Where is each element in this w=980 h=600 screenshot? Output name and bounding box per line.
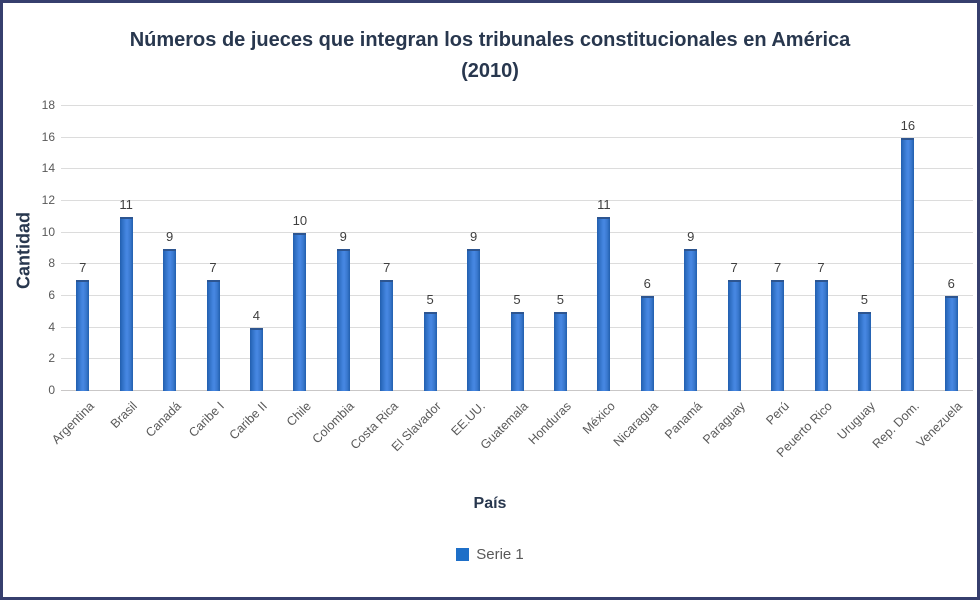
data-label-peuerto-rico: 7: [817, 260, 825, 276]
category-label-peuerto-rico: Peuerto Rico: [773, 399, 835, 460]
category-label-panama: Panamá: [661, 399, 705, 442]
data-label-ee-uu: 9: [469, 228, 478, 244]
bar-uruguay: [857, 311, 871, 391]
y-tick-label-10: 10: [41, 224, 55, 239]
data-label-brasil: 11: [119, 196, 133, 212]
chart-title: Números de jueces que integran los tribu…: [43, 25, 937, 87]
bar-venezuela: [944, 296, 958, 391]
data-label-honduras: 5: [556, 291, 565, 307]
data-label-rep-dom: 16: [900, 117, 916, 133]
category-label-paraguay: Paraguay: [700, 399, 749, 447]
data-label-costa-rica: 7: [383, 260, 391, 276]
data-label-mexico: 11: [597, 196, 611, 212]
bar-caribe-ii: [249, 327, 263, 391]
category-label-uruguay: Uruguay: [835, 399, 879, 443]
category-label-chile: Chile: [283, 399, 314, 430]
y-tick-label-8: 8: [48, 256, 55, 271]
bar-argentina: [76, 280, 90, 391]
bar-costa-rica: [380, 280, 394, 391]
bar-peuerto-rico: [814, 280, 828, 391]
category-label-rep-dom: Rep. Dom.: [869, 399, 922, 452]
category-label-costa-rica: Costa Rica: [347, 399, 401, 453]
data-label-peru: 7: [773, 260, 782, 276]
bar-canada: [163, 248, 177, 391]
data-label-venezuela: 6: [947, 276, 955, 291]
category-label-guatemala: Guatemala: [477, 399, 531, 453]
plot-area: 7 11 9 7 4 10 9 7 5 9 5 5 11 6 9 7 7 7 5 16 6: [61, 105, 973, 391]
data-label-nicaragua: 6: [643, 276, 651, 291]
bar-paraguay: [727, 280, 741, 391]
data-label-el-slavador: 5: [426, 291, 434, 307]
data-label-panama: 9: [687, 228, 695, 244]
y-tick-label-12: 12: [41, 193, 55, 207]
category-label-nicaragua: Nicaragua: [610, 399, 662, 450]
y-tick-label-14: 14: [41, 161, 55, 176]
gridline-14: [61, 168, 973, 170]
bar-brasil: [119, 216, 133, 391]
bar-colombia: [336, 248, 350, 391]
y-tick-label-16: 16: [41, 129, 55, 144]
legend-swatch-icon: [456, 548, 470, 561]
category-label-caribe-i: Caribe I: [186, 399, 227, 440]
gridline-16: [61, 136, 973, 138]
bar-panama: [684, 248, 698, 391]
bar-caribe-i: [206, 280, 220, 391]
gridline-10: [61, 231, 973, 233]
gridline-8: [61, 263, 973, 265]
x-axis-title: País: [473, 495, 507, 512]
data-label-uruguay: 5: [860, 291, 869, 307]
y-tick-label-4: 4: [48, 319, 55, 334]
data-label-colombia: 9: [339, 228, 347, 244]
data-label-guatemala: 5: [513, 291, 521, 307]
y-tick-label-2: 2: [48, 351, 55, 366]
chart-title-line2: (2010): [461, 60, 519, 82]
data-label-caribe-ii: 4: [252, 307, 261, 323]
gridline-6: [61, 295, 973, 296]
category-label-venezuela: Venezuela: [913, 399, 966, 451]
category-label-ee-uu: EE.UU.: [448, 399, 488, 439]
data-label-caribe-i: 7: [209, 260, 217, 276]
bar-nicaragua: [640, 296, 654, 391]
bar-chile: [293, 232, 307, 391]
bar-peru: [771, 280, 785, 391]
y-axis-ticks: 0 2 4 6 8 10 12 14 16 18: [3, 3, 55, 597]
y-tick-label-0: 0: [48, 383, 55, 397]
category-label-colombia: Colombia: [309, 399, 358, 447]
data-label-argentina: 7: [79, 260, 87, 276]
y-tick-label-6: 6: [48, 288, 55, 302]
legend: Serie 1: [3, 546, 977, 563]
category-label-peru: Perú: [762, 399, 792, 428]
category-label-el-slavador: El Slavador: [388, 399, 445, 455]
data-label-canada: 9: [165, 228, 174, 244]
category-label-mexico: México: [579, 399, 618, 437]
bar-guatemala: [510, 311, 524, 391]
y-tick-label-18: 18: [41, 98, 55, 112]
bar-mexico: [597, 216, 611, 391]
chart-title-line1: Números de jueces que integran los tribu…: [129, 29, 851, 51]
gridline-18: [61, 105, 973, 106]
bar-honduras: [553, 311, 567, 391]
category-label-honduras: Honduras: [526, 399, 575, 448]
legend-label: Serie 1: [476, 546, 524, 563]
category-label-caribe-ii: Caribe II: [227, 399, 271, 443]
data-label-paraguay: 7: [730, 260, 738, 276]
bar-ee-uu: [467, 248, 481, 391]
bar-rep-dom: [901, 137, 915, 391]
category-label-canada: Canadá: [142, 399, 184, 440]
gridline-12: [61, 200, 973, 201]
data-label-chile: 10: [292, 212, 308, 228]
bar-el-slavador: [423, 311, 437, 391]
